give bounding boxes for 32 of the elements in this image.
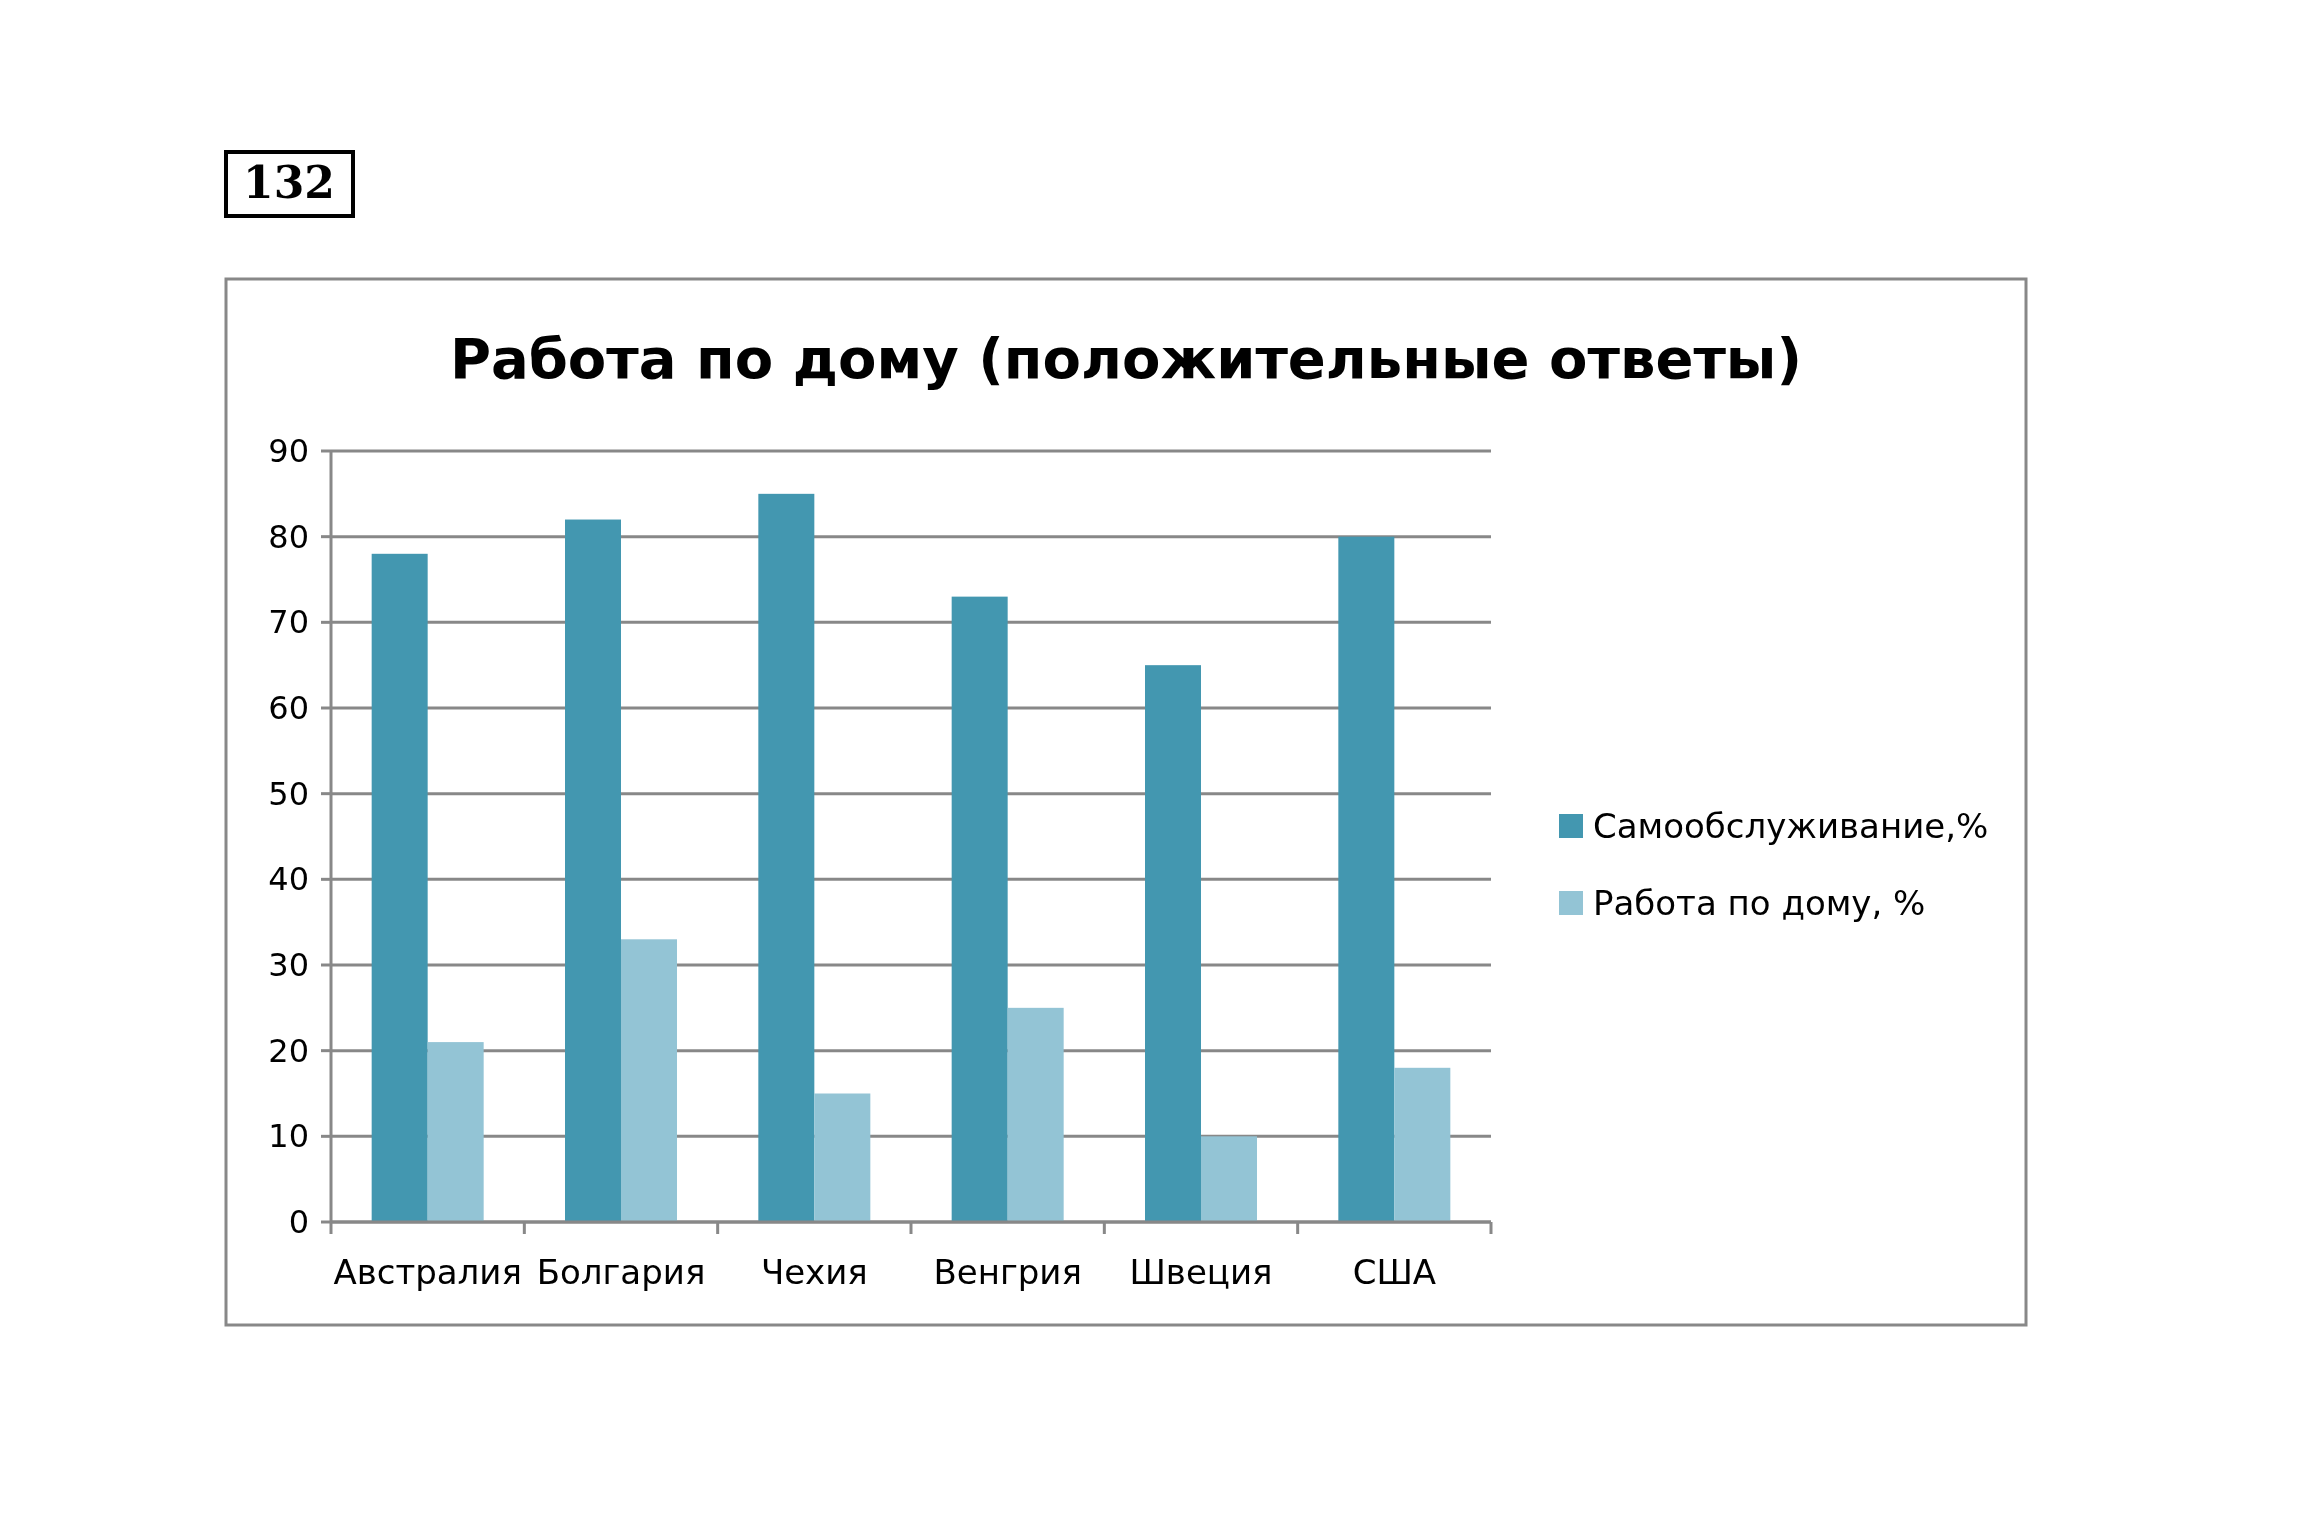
legend-label: Самообслуживание,% [1593, 806, 1989, 846]
bar [371, 553, 428, 1222]
x-tick-label: Швеция [1129, 1252, 1273, 1292]
y-tick-label: 20 [268, 1031, 309, 1070]
y-tick-label: 60 [268, 689, 309, 727]
y-tick-label: 30 [268, 946, 309, 984]
x-tick-label: Австралия [333, 1252, 522, 1292]
bar [758, 493, 815, 1222]
bar [814, 1093, 871, 1222]
y-tick-label: 0 [288, 1203, 309, 1241]
bar [621, 939, 677, 1222]
bar [951, 596, 1008, 1222]
bar [1145, 665, 1201, 1222]
bar [1394, 1067, 1451, 1222]
chart-title: Работа по дому (положительные ответы) [449, 326, 1803, 391]
bar [1201, 1136, 1257, 1222]
x-tick-label: США [1352, 1252, 1437, 1292]
y-tick-label: 70 [268, 603, 309, 642]
y-tick-label: 10 [268, 1117, 309, 1156]
y-tick-label: 90 [268, 432, 309, 470]
bar [1007, 1007, 1064, 1222]
bar [1338, 536, 1395, 1222]
y-tick-label: 80 [268, 517, 309, 556]
x-tick-label: Венгрия [933, 1252, 1082, 1292]
y-tick-label: 50 [268, 774, 309, 813]
y-tick-label: 40 [268, 860, 309, 899]
x-tick-label: Болгария [536, 1252, 706, 1292]
bar [565, 519, 621, 1222]
legend-label: Работа по дому, % [1593, 883, 1926, 923]
text: 132 [243, 157, 335, 208]
bar [427, 1042, 484, 1222]
x-tick-label: Чехия [760, 1252, 868, 1292]
